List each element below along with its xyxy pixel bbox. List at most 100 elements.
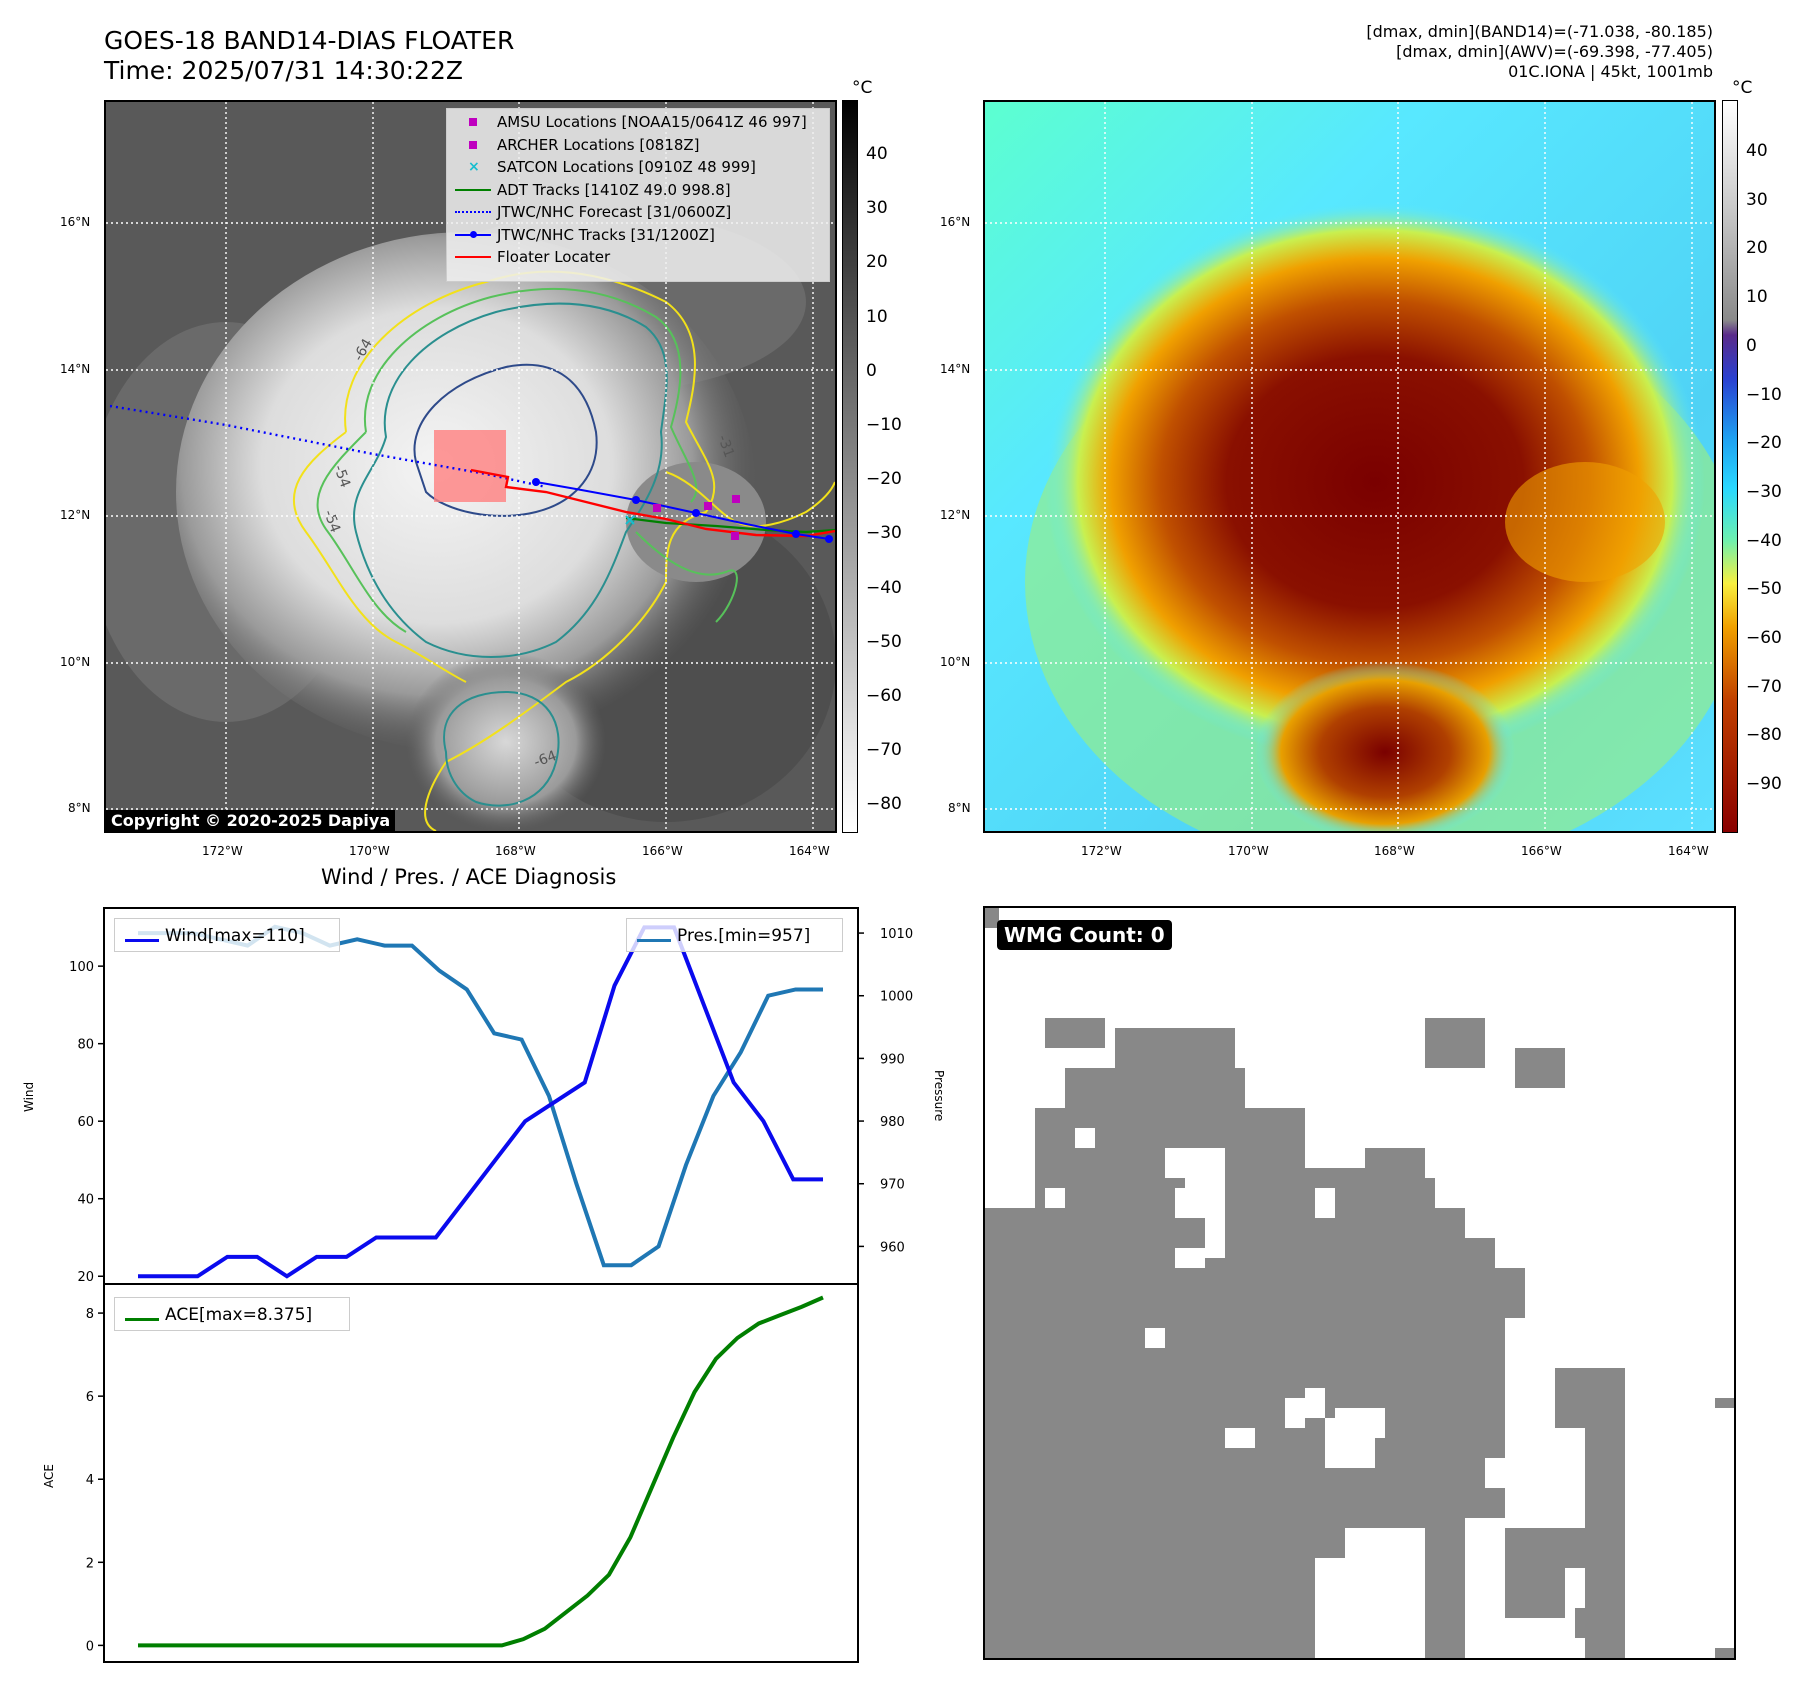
- pressure-legend-label: Pres.[min=957]: [677, 926, 811, 946]
- left-colorbar-tick-9: −50: [866, 631, 902, 652]
- left-map-legend: AMSU Locations [NOAA15/0641Z 46 997] ARC…: [446, 108, 830, 282]
- wind-legend: Wind[max=110]: [114, 918, 340, 952]
- left-lat-tick-12: 12°N: [60, 508, 91, 522]
- wind-tick-label-0: 20: [77, 1270, 94, 1285]
- title-line-1: GOES-18 BAND14-DIAS FLOATER: [104, 26, 515, 55]
- right-lat-tick-12: 12°N: [940, 508, 971, 522]
- wmg-grid-svg: [985, 908, 1734, 1658]
- ace-legend-label: ACE[max=8.375]: [165, 1305, 313, 1325]
- ace-tick-label-1: 2: [86, 1556, 94, 1571]
- right-enhanced-map: [983, 100, 1716, 833]
- ace-series-line: [138, 1295, 824, 1648]
- left-lon-tick-168: 168°W: [495, 844, 536, 858]
- wmg-count-label: WMG Count: 0: [997, 920, 1172, 950]
- pressure-tick-label-0: 960: [880, 1240, 905, 1255]
- ace-legend: ACE[max=8.375]: [114, 1297, 350, 1331]
- left-colorbar-unit: °C: [852, 78, 873, 98]
- left-colorbar-tick-11: −70: [866, 740, 902, 761]
- right-colorbar-tick-5: −10: [1746, 384, 1782, 405]
- contour-yellow-east: [665, 471, 835, 528]
- right-lon-tick-172: 172°W: [1081, 844, 1122, 858]
- legend-label-satcon: SATCON Locations [0910Z 48 999]: [497, 158, 756, 176]
- legend-item-adt: ADT Tracks [1410Z 49.0 998.8]: [453, 179, 823, 202]
- right-colorbar-tick-11: −70: [1746, 676, 1782, 697]
- legend-item-floater: Floater Locater: [453, 246, 823, 269]
- left-lon-tick-172: 172°W: [202, 844, 243, 858]
- left-colorbar-tick-12: −80: [866, 794, 902, 815]
- right-map-grid: [985, 102, 1714, 831]
- meta-line-2: [dmax, dmin](AWV)=(-69.398, -77.405): [1396, 42, 1713, 61]
- contour-label-2: -54: [330, 463, 353, 490]
- legend-item-amsu: AMSU Locations [NOAA15/0641Z 46 997]: [453, 111, 823, 134]
- left-colorbar-tick-2: 20: [866, 252, 888, 273]
- contour-teal-south: [443, 690, 560, 807]
- pressure-legend: Pres.[min=957]: [626, 918, 843, 952]
- legend-label-jtwc: JTWC/NHC Tracks [31/1200Z]: [497, 225, 715, 244]
- right-colorbar-tick-3: 10: [1746, 287, 1768, 308]
- right-colorbar-tick-9: −50: [1746, 579, 1782, 600]
- floater-track: [470, 468, 835, 538]
- ace-tick-label-2: 4: [86, 1473, 94, 1488]
- legend-label-floater: Floater Locater: [497, 248, 611, 266]
- right-lat-tick-16: 16°N: [940, 215, 971, 229]
- left-colorbar-tick-3: 10: [866, 306, 888, 327]
- floater-box: [434, 430, 506, 502]
- left-colorbar-tick-7: −30: [866, 523, 902, 544]
- wind-tick-label-2: 60: [77, 1115, 94, 1130]
- ace-tick-label-4: 8: [86, 1307, 94, 1322]
- contour-label-3: -54: [320, 508, 343, 535]
- left-colorbar-tick-0: 40: [866, 144, 888, 164]
- figure-title: GOES-18 BAND14-DIAS FLOATER Time: 2025/0…: [104, 26, 514, 86]
- left-lon-tick-170: 170°W: [349, 844, 390, 858]
- meta-line-1: [dmax, dmin](BAND14)=(-71.038, -80.185): [1366, 22, 1713, 41]
- contour-green-east: [635, 531, 738, 623]
- adt-track: [625, 516, 835, 534]
- right-colorbar-tick-4: 0: [1746, 335, 1757, 356]
- copyright-label: Copyright © 2020-2025 Dapiya: [106, 810, 396, 831]
- right-lon-tick-164: 164°W: [1668, 844, 1709, 858]
- legend-label-forecast: JTWC/NHC Forecast [31/0600Z]: [497, 203, 732, 221]
- right-colorbar: [1722, 100, 1738, 833]
- wmg-white-holes: [1045, 1128, 1525, 1658]
- right-colorbar-tick-0: 40: [1746, 141, 1768, 161]
- left-lat-tick-16: 16°N: [60, 215, 91, 229]
- left-ir-map: -64 -54 -54 -31 -64: [104, 100, 837, 833]
- title-line-2: Time: 2025/07/31 14:30:22Z: [104, 56, 463, 85]
- forecast-track: [109, 404, 547, 489]
- wind-tick-label-4: 100: [69, 960, 94, 975]
- enhanced-storm-south: [1255, 662, 1515, 831]
- ace-tick-label-0: 0: [86, 1639, 94, 1654]
- left-colorbar-tick-1: 30: [866, 198, 888, 219]
- contour-label-5: -64: [532, 748, 559, 771]
- right-lon-tick-170: 170°W: [1228, 844, 1269, 858]
- wind-tick-label-3: 80: [77, 1038, 94, 1053]
- right-colorbar-tick-6: −20: [1746, 433, 1782, 454]
- left-colorbar-tick-4: 0: [866, 360, 877, 381]
- contour-light-green: [316, 287, 698, 633]
- left-lat-tick-14: 14°N: [60, 362, 91, 376]
- meta-line-3: 01C.IONA | 45kt, 1001mb: [1508, 62, 1713, 81]
- right-colorbar-tick-7: −30: [1746, 481, 1782, 502]
- contour-label-4: -31: [714, 433, 737, 460]
- left-colorbar-tick-8: −40: [866, 577, 902, 598]
- right-lat-tick-8: 8°N: [948, 801, 971, 815]
- pressure-tick-label-1: 970: [880, 1178, 905, 1193]
- left-lat-tick-8: 8°N: [68, 801, 91, 815]
- right-colorbar-unit: °C: [1732, 78, 1753, 98]
- right-colorbar-tick-8: −40: [1746, 530, 1782, 551]
- right-colorbar-tick-12: −80: [1746, 725, 1782, 746]
- left-colorbar-tick-6: −20: [866, 469, 902, 490]
- right-lon-tick-166: 166°W: [1521, 844, 1562, 858]
- right-enhanced-map-svg: [985, 102, 1714, 831]
- contour-teal: [353, 302, 668, 658]
- wind-tick-label-1: 40: [77, 1193, 94, 1208]
- amsu-markers: [653, 495, 740, 540]
- pressure-tick-label-4: 1000: [880, 990, 913, 1005]
- satcon-marker: [625, 515, 635, 525]
- figure-meta: [dmax, dmin](BAND14)=(-71.038, -80.185) …: [1366, 22, 1713, 82]
- left-colorbar-tick-5: −10: [866, 415, 902, 435]
- right-lat-tick-14: 14°N: [940, 362, 971, 376]
- pressure-tick-label-5: 1010: [880, 927, 913, 942]
- legend-item-satcon: × SATCON Locations [0910Z 48 999]: [453, 156, 823, 179]
